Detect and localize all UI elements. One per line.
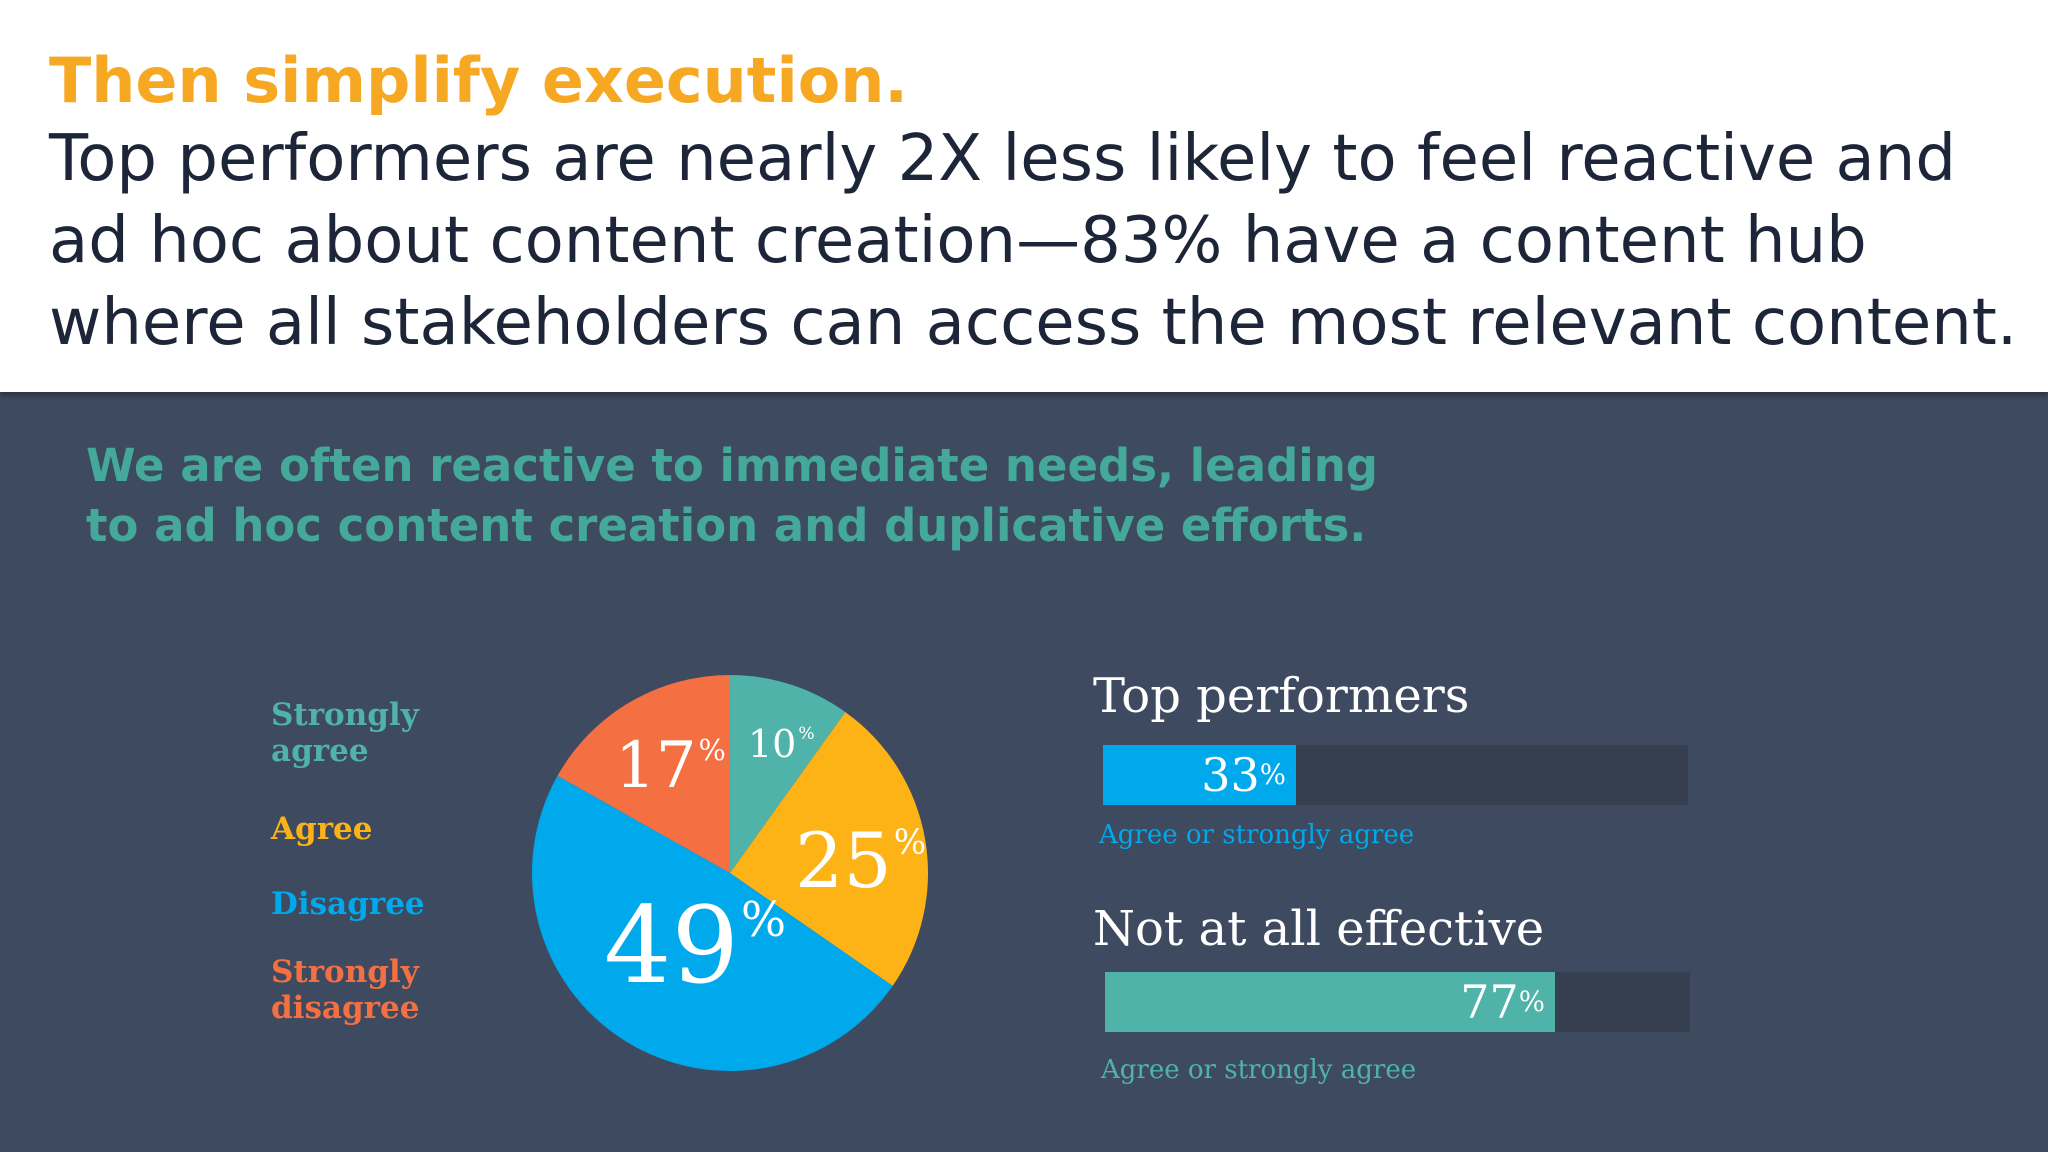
question-line: to ad hoc content creation and duplicati… [86, 499, 1367, 552]
bar-value-unit: % [1259, 758, 1286, 791]
legend-item-agree: Agree [271, 811, 373, 847]
headline-line: where all stakeholders can access the mo… [49, 286, 2018, 360]
question-line: We are often reactive to immediate needs… [86, 439, 1378, 492]
bar-caption-not-effective: Agree or strongly agree [1101, 1055, 1417, 1085]
bar-value-number: 33 [1201, 748, 1260, 802]
pie-slice-agree [730, 712, 928, 986]
bar-track-top-performers: 33% [1103, 745, 1688, 805]
headline-line: ad hoc about content creation—83% have a… [49, 204, 1867, 278]
pie-label-agree: 25% [795, 823, 926, 899]
pie-label-value: 49 [604, 884, 739, 1007]
bar-value-unit: % [1518, 985, 1545, 1018]
pie-label-unit: % [698, 733, 726, 768]
pie-chart: 10% 25% 49% 17% [530, 673, 930, 1073]
pie-label-disagree: 49% [604, 893, 786, 999]
legend-item-disagree: Disagree [271, 886, 425, 922]
pie-label-unit: % [893, 822, 927, 863]
survey-question: We are often reactive to immediate needs… [86, 436, 1378, 556]
legend-line: Agree [271, 811, 373, 847]
pie-slice-strongly-agree [730, 675, 846, 873]
pie-label-strongly-disagree: 17% [615, 734, 726, 798]
legend-line: disagree [271, 990, 420, 1026]
bar-value-not-effective: 77% [1105, 976, 1545, 1028]
bar-value-number: 77 [1460, 975, 1519, 1029]
kicker-title: Then simplify execution. [49, 44, 908, 117]
legend-item-strongly-disagree: Strongly disagree [271, 954, 419, 1026]
pie-label-value: 25 [795, 816, 892, 905]
bar-fill-not-effective [1105, 972, 1555, 1032]
bar-value-top-performers: 33% [1103, 749, 1286, 801]
pie-label-strongly-agree: 10% [748, 725, 815, 763]
legend-item-strongly-agree: Strongly agree [271, 697, 419, 769]
pie-slice-strongly-disagree [557, 675, 730, 873]
bar-title-not-effective: Not at all effective [1093, 901, 1545, 957]
pie-svg [532, 675, 928, 1071]
pie-slice-disagree [532, 775, 893, 1071]
headline-line: Top performers are nearly 2X less likely… [49, 122, 1956, 196]
bar-title-top-performers: Top performers [1093, 668, 1470, 724]
legend-line: Disagree [271, 886, 425, 922]
legend-line: Strongly [271, 697, 419, 733]
pie-label-value: 17 [615, 729, 697, 803]
pie-label-unit: % [798, 724, 815, 745]
pie-label-unit: % [740, 892, 787, 948]
bar-fill-top-performers [1103, 745, 1296, 805]
bar-track-not-effective: 77% [1105, 972, 1690, 1032]
headline: Top performers are nearly 2X less likely… [49, 118, 2039, 364]
legend-line: Strongly [271, 954, 419, 990]
header-panel: Then simplify execution. Top performers … [0, 0, 2048, 392]
legend-line: agree [271, 733, 369, 769]
pie-label-value: 10 [748, 722, 797, 766]
bar-caption-top-performers: Agree or strongly agree [1099, 820, 1415, 850]
